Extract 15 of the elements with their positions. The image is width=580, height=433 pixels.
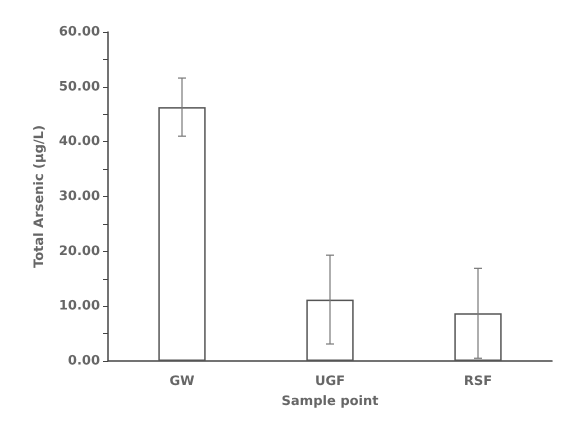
x-tick-label: GW <box>169 374 195 389</box>
y-tick-label: 60.00 <box>58 24 100 40</box>
x-tick-label: RSF <box>464 374 492 389</box>
bar <box>158 107 206 361</box>
y-tick-label: 20.00 <box>58 244 100 259</box>
bar <box>454 313 502 361</box>
x-tick-label: UGF <box>314 374 346 389</box>
y-tick-label: 30.00 <box>58 189 100 204</box>
y-tick-label: 0.00 <box>68 354 100 368</box>
x-axis-title: Sample point <box>282 394 378 409</box>
y-tick-label: 50.00 <box>58 79 100 94</box>
y-tick-label: 40.00 <box>58 134 100 150</box>
bar <box>306 300 354 361</box>
y-axis-title: Total Arsenic (µg/L) <box>32 125 47 268</box>
y-tick-label: 10.00 <box>58 298 100 314</box>
